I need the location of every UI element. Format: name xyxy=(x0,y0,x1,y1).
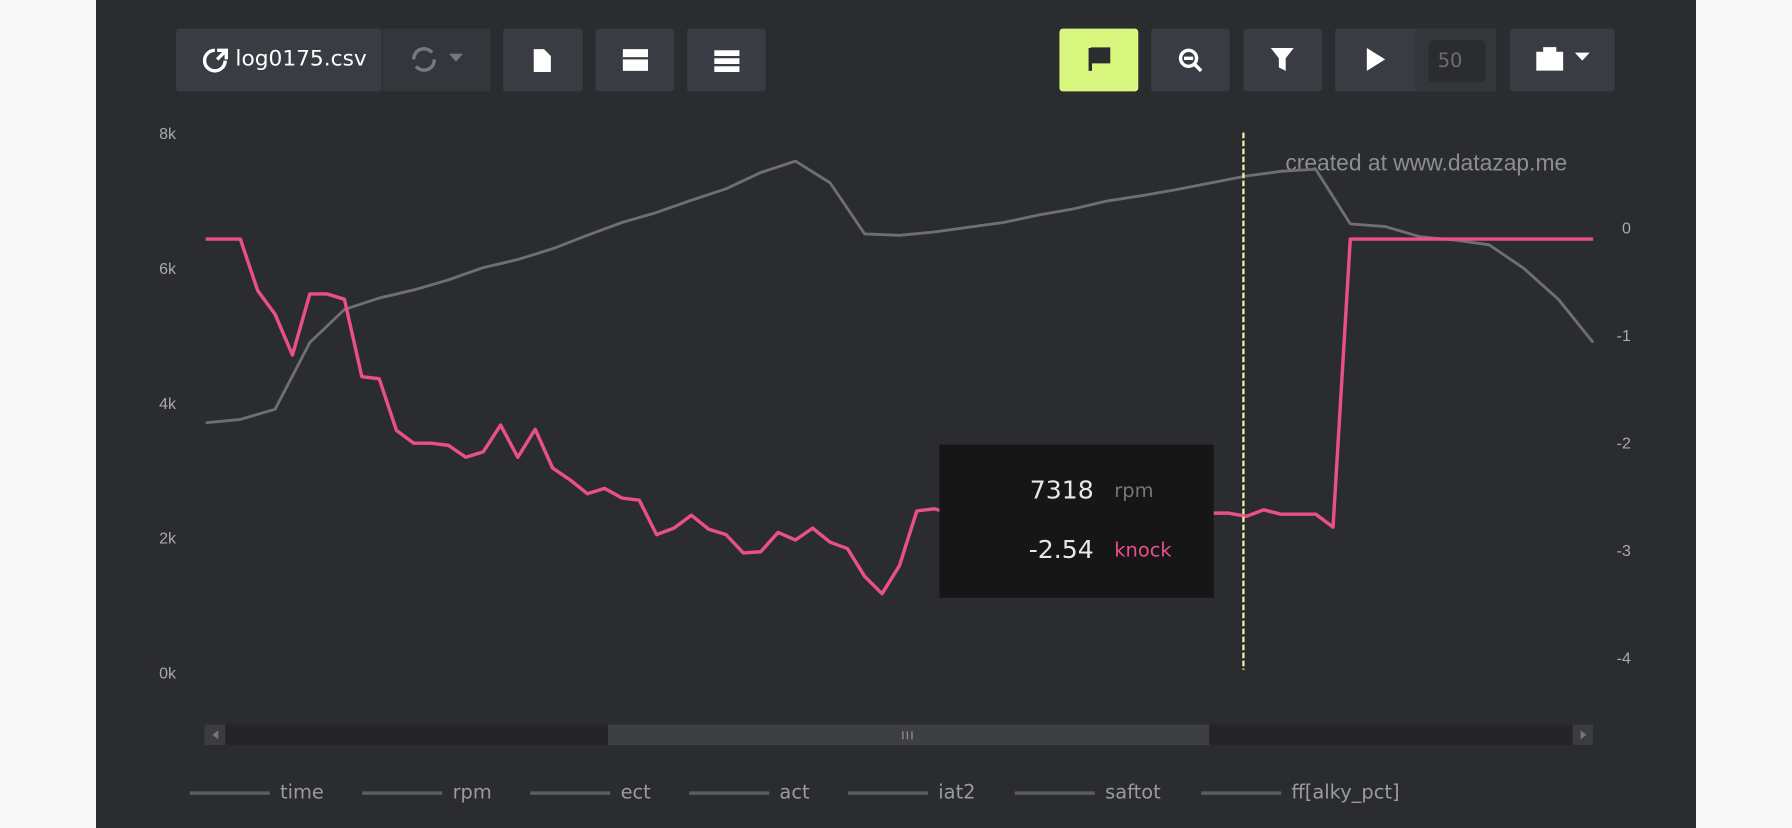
scrollbar xyxy=(204,724,1594,746)
reload-icon xyxy=(412,47,436,72)
flag-icon xyxy=(1088,47,1111,71)
y2-tick-label: 0 xyxy=(1622,221,1631,238)
scroll-thumb[interactable] xyxy=(608,724,1210,746)
file-button[interactable] xyxy=(176,28,382,92)
document-icon xyxy=(533,49,551,72)
y2-tick-label: -4 xyxy=(1617,650,1631,667)
tooltip-box xyxy=(939,444,1214,598)
watermark: created at www.datazap.me xyxy=(1285,150,1567,176)
legend-label[interactable]: iat2 xyxy=(938,781,975,804)
y-tick-label: 0k xyxy=(159,666,177,683)
caret xyxy=(449,53,463,62)
y2-tick-label: -3 xyxy=(1617,543,1631,560)
file-name: log0175.csv xyxy=(235,46,366,71)
y2-tick-label: -1 xyxy=(1617,328,1631,345)
layout-icon-split xyxy=(622,57,648,60)
series-line xyxy=(205,159,1595,425)
rows-value: 50 xyxy=(1438,49,1463,72)
layout-icon xyxy=(622,49,648,71)
y-tick-label: 8k xyxy=(159,126,177,143)
series-line xyxy=(205,237,1594,596)
reload-button[interactable] xyxy=(382,28,491,92)
y2-tick-label: -2 xyxy=(1617,436,1631,453)
filter-icon xyxy=(1270,48,1294,71)
caret xyxy=(1574,52,1590,61)
y-tick-label: 2k xyxy=(159,531,177,548)
tooltip-rpm-label: rpm xyxy=(1114,479,1153,502)
legend-label[interactable]: ff[alky_pct] xyxy=(1291,781,1399,804)
zoom-icon xyxy=(1178,48,1199,68)
grip xyxy=(902,731,913,740)
y-tick-label: 6k xyxy=(159,261,177,278)
briefcase-icon xyxy=(1536,47,1564,71)
tooltip-rpm: 7318 xyxy=(1030,475,1094,504)
legend-label[interactable]: time xyxy=(280,781,324,804)
tooltip-knock: -2.54 xyxy=(1029,535,1094,564)
legend-label[interactable]: act xyxy=(779,781,810,804)
legend-label[interactable]: rpm xyxy=(453,781,492,804)
toolbar: log0175.csv 50 xyxy=(176,28,1615,92)
arrow xyxy=(1580,730,1587,740)
legend: time rpm ect act iat2 saftot ff[alky_pct] xyxy=(189,781,1400,804)
y-tick-label: 4k xyxy=(159,396,177,413)
plot: 0k 2k 4k 6k 8k 0 -1 -2 -3 -4 xyxy=(159,126,1631,682)
rows-input[interactable] xyxy=(1428,40,1486,83)
zoom-icon-handle xyxy=(1184,56,1203,73)
tooltip-knock-label: knock xyxy=(1114,538,1172,561)
play-icon xyxy=(1366,48,1386,71)
arrow xyxy=(212,730,219,740)
share-icon xyxy=(202,48,228,73)
panel xyxy=(96,0,1696,828)
legend-label[interactable]: ect xyxy=(621,781,652,804)
legend-label[interactable]: saftot xyxy=(1105,781,1161,804)
tooltip: 7318 rpm -2.54 knock xyxy=(939,444,1214,598)
stack-icon xyxy=(714,50,740,72)
